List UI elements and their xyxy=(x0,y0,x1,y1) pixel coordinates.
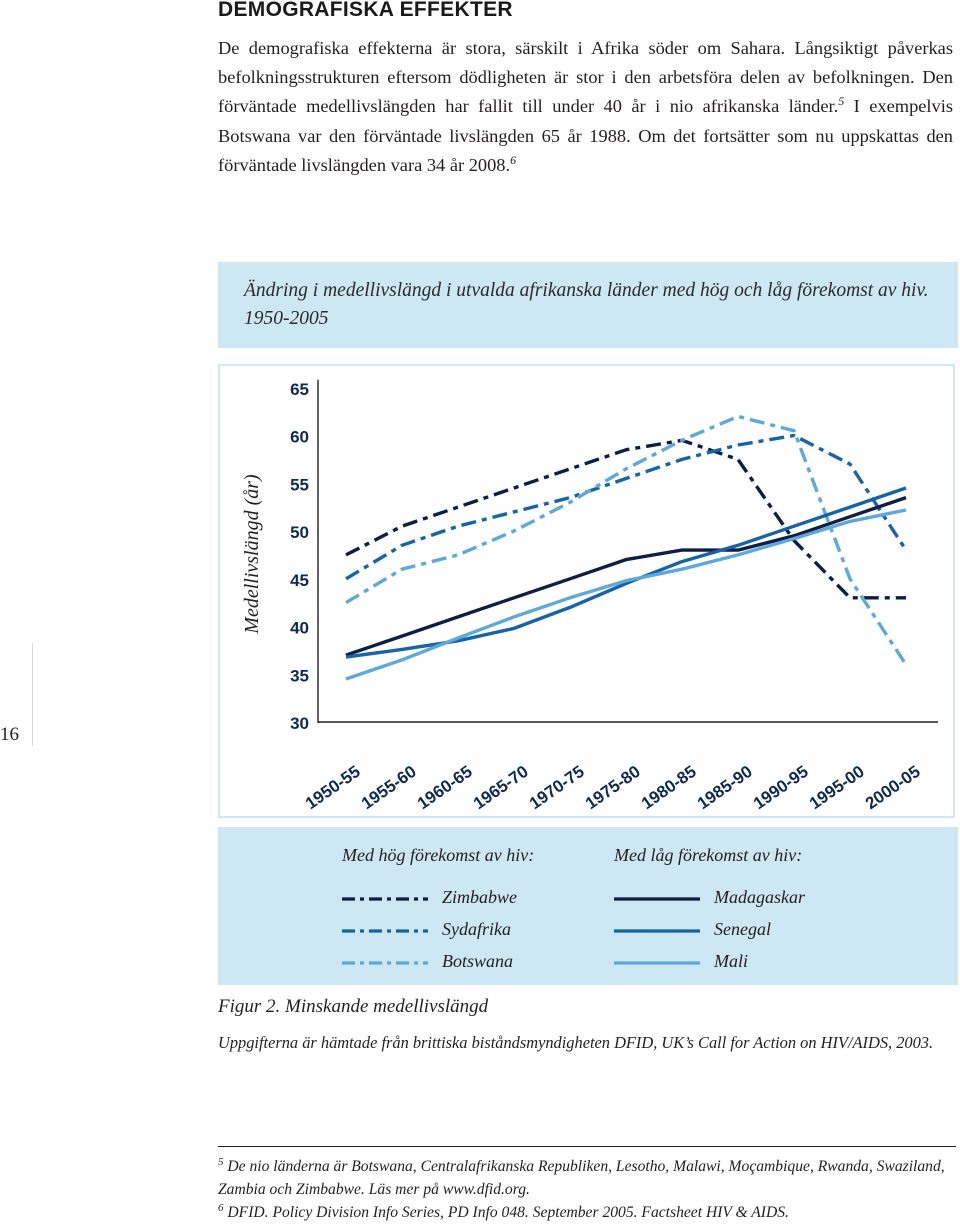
footnote-6: 6 DFID. Policy Division Info Series, PD … xyxy=(218,1201,953,1224)
legend-swatch-dashdot-navy xyxy=(342,897,428,901)
x-tick-label: 1970-75 xyxy=(526,762,588,813)
x-tick-label: 1955-60 xyxy=(358,762,420,813)
legend-item-zimbabwe: Zimbabwe xyxy=(342,887,602,913)
legend-heading-low: Med låg förekomst av hiv: xyxy=(614,845,803,865)
figure-title: Ändring i medellivslängd i utvalda afrik… xyxy=(244,280,929,329)
legend-item-sydafrika: Sydafrika xyxy=(342,919,602,945)
y-tick-labels: 30 35 40 45 50 55 60 65 xyxy=(290,380,309,733)
legend-item-botswana: Botswana xyxy=(342,951,602,977)
x-tick-label: 1960-65 xyxy=(414,762,476,813)
series-line-zimbabwe xyxy=(345,438,906,600)
legend-label-mali: Mali xyxy=(714,951,748,971)
chart-axes xyxy=(317,379,938,723)
page-number-rule xyxy=(32,643,33,746)
series-line-senegal xyxy=(345,486,907,659)
x-tick-label: 1985-90 xyxy=(694,762,756,813)
series-line-sydafrika xyxy=(345,433,908,581)
legend-item-mali: Mali xyxy=(614,951,874,977)
legend-swatch-dashdot-blue xyxy=(342,929,428,933)
legend-label-senegal: Senegal xyxy=(714,919,771,939)
legend-panel: Med hög förekomst av hiv: Med låg föreko… xyxy=(218,827,958,985)
figure-source: Uppgifterna är hämtade från brittiska bi… xyxy=(218,1033,934,1052)
y-tick-label: 45 xyxy=(290,571,309,590)
legend-label-botswana: Botswana xyxy=(442,951,514,971)
series-line-madagaskar xyxy=(345,495,907,657)
series-line-mali xyxy=(345,508,907,681)
y-tick-label: 50 xyxy=(290,523,309,542)
legend-label-madagaskar: Madagaskar xyxy=(714,887,805,907)
y-tick-label: 30 xyxy=(290,714,309,733)
footnote-ref-6[interactable]: 6 xyxy=(510,152,517,167)
footnote-5: 5 De nio länderna är Botswana, Centralaf… xyxy=(218,1155,953,1201)
legend-swatch-solid-navy xyxy=(614,897,700,901)
page-number: 16 xyxy=(0,724,19,745)
legend-label-zimbabwe: Zimbabwe xyxy=(442,887,518,907)
legend-swatch-solid-light xyxy=(614,961,700,965)
legend-swatch-dashdot-light xyxy=(342,961,428,965)
x-tick-label: 1975-80 xyxy=(582,762,644,813)
x-tick-label: 1950-55 xyxy=(302,762,364,813)
legend-swatch-solid-blue xyxy=(614,929,700,933)
y-tick-label: 55 xyxy=(290,475,309,494)
footnote-divider xyxy=(218,1146,956,1147)
intro-text-part-1: De demografiska effekterna är stora, sär… xyxy=(218,38,953,117)
y-tick-label: 60 xyxy=(290,428,309,447)
intro-paragraph: De demografiska effekterna är stora, sär… xyxy=(218,34,953,180)
x-tick-label: 1995-00 xyxy=(806,762,868,813)
legend-label-sydafrika: Sydafrika xyxy=(442,919,511,939)
footnote-number-6: 6 xyxy=(218,1201,224,1214)
figure-caption: Figur 2. Minskande medellivslängd xyxy=(218,996,489,1017)
y-axis-label: Medellivslängd (år) xyxy=(241,474,263,635)
y-tick-label: 40 xyxy=(290,619,309,638)
series-line-botswana xyxy=(345,414,908,666)
y-tick-label: 65 xyxy=(290,380,309,399)
x-tick-label: 1990-95 xyxy=(750,762,812,813)
x-tick-label: 1980-85 xyxy=(638,762,700,813)
x-tick-labels: 1950-551955-601960-651965-701970-751975-… xyxy=(302,762,924,813)
section-heading: DEMOGRAFISKA EFFEKTER xyxy=(218,0,513,21)
footnote-ref-5[interactable]: 5 xyxy=(838,94,845,109)
footnote-text-5: De nio länderna är Botswana, Centralafri… xyxy=(218,1158,945,1198)
footnote-text-6: DFID. Policy Division Info Series, PD In… xyxy=(227,1204,789,1221)
series-lines xyxy=(345,414,908,681)
x-tick-label: 2000-05 xyxy=(862,762,924,813)
legend-item-madagaskar: Madagaskar xyxy=(614,887,874,913)
y-tick-label: 35 xyxy=(290,666,309,685)
intro-text-part-2: I exempelvis Botswana var den förväntade… xyxy=(218,96,953,175)
legend-heading-high: Med hög förekomst av hiv: xyxy=(342,845,535,865)
footnotes: 5 De nio länderna är Botswana, Centralaf… xyxy=(218,1155,953,1224)
x-tick-label: 1965-70 xyxy=(470,762,532,813)
footnote-number-5: 5 xyxy=(218,1155,224,1168)
legend-item-senegal: Senegal xyxy=(614,919,874,945)
figure-title-panel: Ändring i medellivslängd i utvalda afrik… xyxy=(218,262,958,348)
